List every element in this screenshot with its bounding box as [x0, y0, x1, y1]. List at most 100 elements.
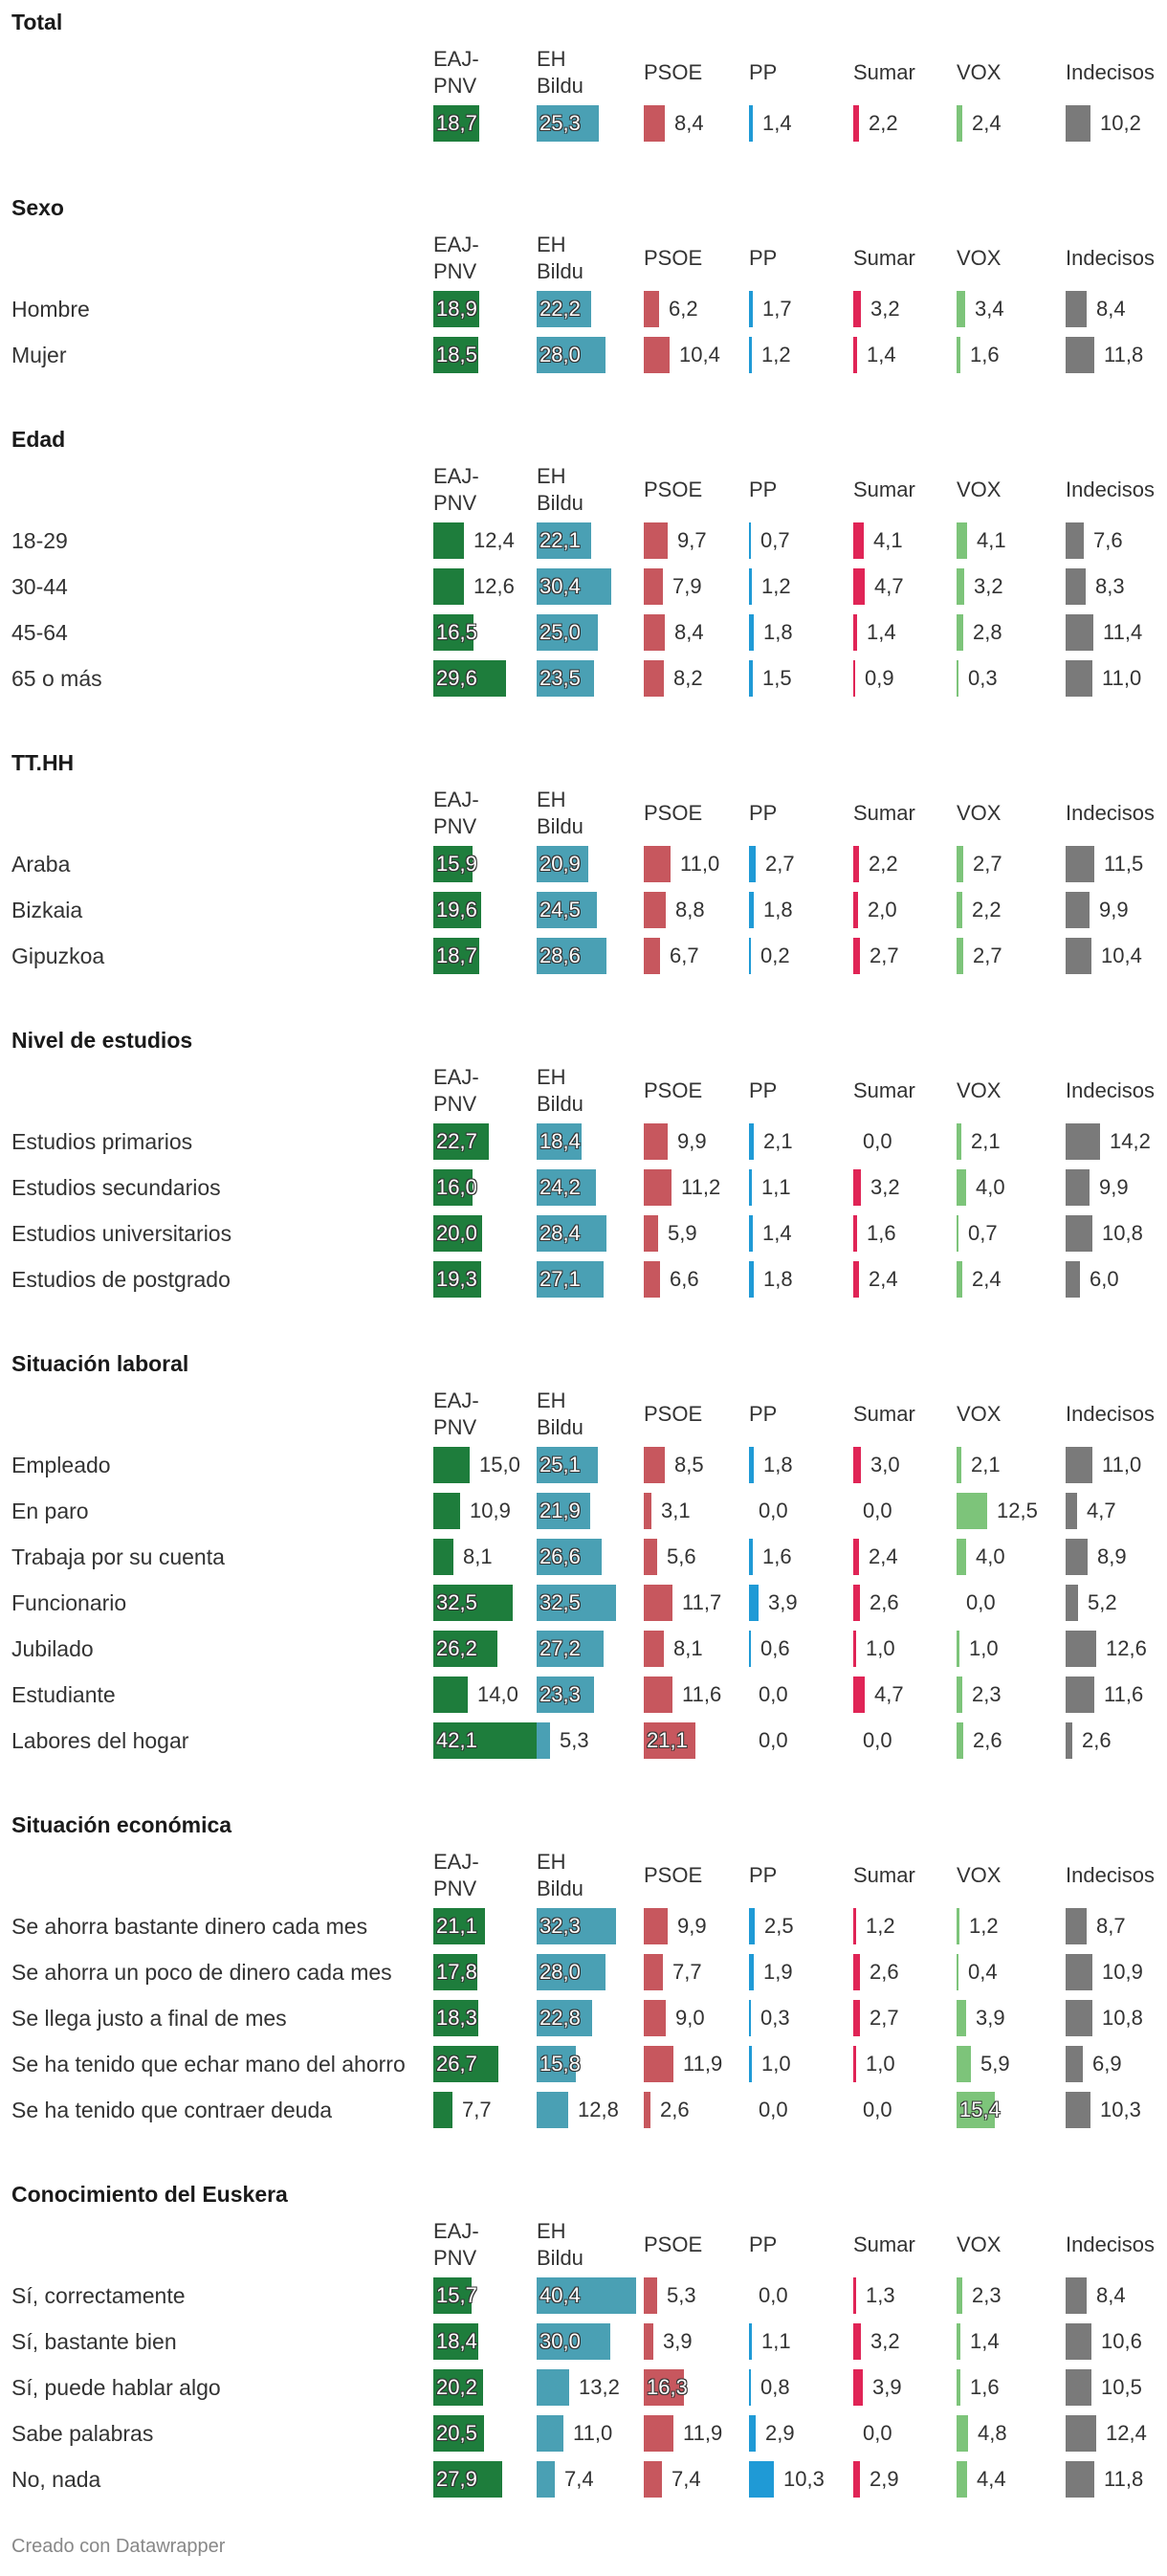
data-bar	[433, 846, 473, 882]
data-bar	[853, 1215, 857, 1252]
column-header-line: Bildu	[537, 2246, 584, 2270]
data-value: 2,1	[971, 1453, 1001, 1477]
data-bar	[537, 1585, 616, 1621]
data-value: 10,8	[1102, 1221, 1143, 1245]
data-bar	[433, 2415, 484, 2452]
data-bar	[537, 105, 599, 142]
data-value: 10,3	[1100, 2098, 1141, 2121]
data-value: 8,4	[1096, 297, 1126, 321]
column-header-line: Indecisos	[1066, 60, 1155, 84]
data-value: 2,2	[869, 111, 898, 135]
data-bar	[957, 337, 960, 373]
data-bar	[749, 1585, 759, 1621]
data-bar	[957, 1722, 963, 1759]
row-label: Estudios de postgrado	[11, 1267, 231, 1292]
data-bar	[957, 291, 965, 327]
data-bar	[433, 1123, 489, 1160]
data-bar	[749, 892, 754, 928]
data-bar	[644, 2046, 673, 2082]
data-value: 7,7	[672, 1960, 702, 1984]
data-bar	[1066, 2461, 1094, 2498]
row-label: Sí, bastante bien	[11, 2329, 177, 2354]
column-header-line: Indecisos	[1066, 1078, 1155, 1102]
data-value: 19,3	[436, 1267, 477, 1291]
data-bar	[749, 938, 751, 974]
data-bar	[957, 568, 964, 605]
data-bar	[433, 1908, 485, 1944]
data-value: 15,0	[479, 1453, 520, 1477]
column-header-line: VOX	[957, 801, 1002, 825]
data-value: 3,1	[661, 1499, 691, 1522]
data-bar	[853, 105, 859, 142]
column-header-line: PSOE	[644, 246, 703, 270]
data-value: 1,0	[969, 1636, 999, 1660]
column-header-line: VOX	[957, 1863, 1002, 1887]
column-header: EAJ- PNV	[433, 2218, 479, 2272]
column-header-line: EH	[537, 2219, 566, 2243]
data-bar	[433, 291, 479, 327]
data-bar	[853, 660, 855, 697]
data-value: 22,2	[539, 297, 581, 321]
column-header-line: EAJ-	[433, 233, 479, 256]
data-bar	[644, 660, 664, 697]
data-value: 1,1	[761, 2329, 791, 2353]
data-value: 2,2	[869, 852, 898, 876]
data-bar	[433, 2277, 472, 2314]
column-header: Sumar	[853, 59, 915, 86]
data-bar	[433, 2046, 498, 2082]
column-header: EH Bildu	[537, 1388, 584, 1441]
column-header-line: PP	[749, 60, 778, 84]
data-bar	[957, 1447, 961, 1483]
data-bar	[749, 1908, 755, 1944]
row-label: Gipuzkoa	[11, 944, 105, 968]
data-value: 3,9	[976, 2006, 1005, 2030]
data-value: 4,7	[874, 574, 904, 598]
data-value: 10,5	[1101, 2375, 1142, 2399]
data-bar	[644, 2277, 657, 2314]
section-title: Sexo	[11, 195, 64, 220]
data-bar	[749, 522, 751, 559]
data-value: 24,5	[539, 898, 581, 922]
data-bar	[433, 1722, 537, 1759]
data-value: 11,6	[682, 1682, 722, 1706]
data-bar	[433, 2461, 502, 2498]
data-bar	[537, 1169, 596, 1206]
data-bar	[1066, 1447, 1092, 1483]
row-label: Se ahorra bastante dinero cada mes	[11, 1914, 368, 1939]
data-bar	[537, 2092, 568, 2128]
data-value: 4,1	[873, 528, 903, 552]
column-header: Indecisos	[1066, 2232, 1155, 2258]
column-header: Indecisos	[1066, 477, 1155, 503]
column-header-line: EH	[537, 1388, 566, 1412]
column-header: PSOE	[644, 1077, 702, 1104]
data-bar	[1066, 568, 1086, 605]
row-label: Araba	[11, 852, 71, 877]
data-value: 8,5	[674, 1453, 704, 1477]
data-bar	[433, 1954, 477, 1990]
data-bar	[1066, 892, 1090, 928]
data-value: 2,0	[868, 898, 897, 922]
column-header-line: PP	[749, 1863, 778, 1887]
data-value: 23,5	[539, 666, 581, 690]
data-bar	[957, 1261, 962, 1298]
data-bar	[853, 1585, 860, 1621]
data-value: 2,9	[765, 2421, 795, 2445]
column-header: EAJ- PNV	[433, 463, 479, 517]
data-bar	[853, 2461, 860, 2498]
data-value: 11,8	[1104, 343, 1144, 366]
column-header-line: VOX	[957, 2232, 1002, 2256]
data-value: 3,2	[870, 297, 900, 321]
data-bar	[644, 568, 663, 605]
data-value: 7,6	[1093, 528, 1123, 552]
data-value: 5,3	[667, 2283, 696, 2307]
data-bar	[433, 938, 479, 974]
data-value: 11,0	[573, 2421, 613, 2445]
data-bar	[644, 892, 666, 928]
data-value: 1,6	[867, 1221, 896, 1245]
column-header: PP	[749, 1401, 777, 1428]
data-bar	[433, 1539, 453, 1575]
data-value: 0,0	[863, 1728, 892, 1752]
data-value: 21,1	[647, 1728, 688, 1752]
data-bar	[957, 2461, 967, 2498]
data-value: 18,7	[436, 944, 477, 967]
